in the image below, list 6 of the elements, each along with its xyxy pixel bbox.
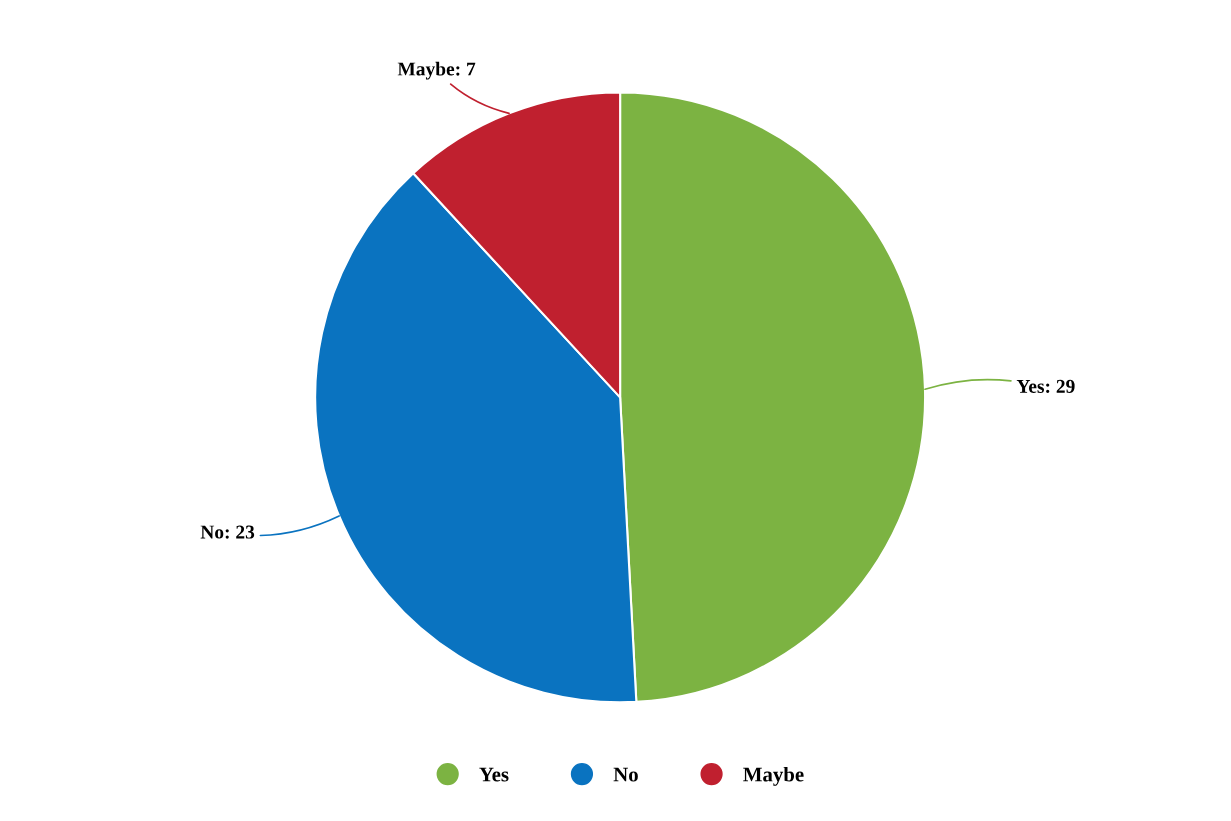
legend-label: Maybe [743,766,804,786]
data-label: Yes: 29 [1016,379,1075,393]
legend-label: No [613,767,638,782]
data-label: No: 23 [200,525,255,539]
data-label: Maybe: 7 [397,61,476,80]
legend-label: Yes [479,767,509,782]
